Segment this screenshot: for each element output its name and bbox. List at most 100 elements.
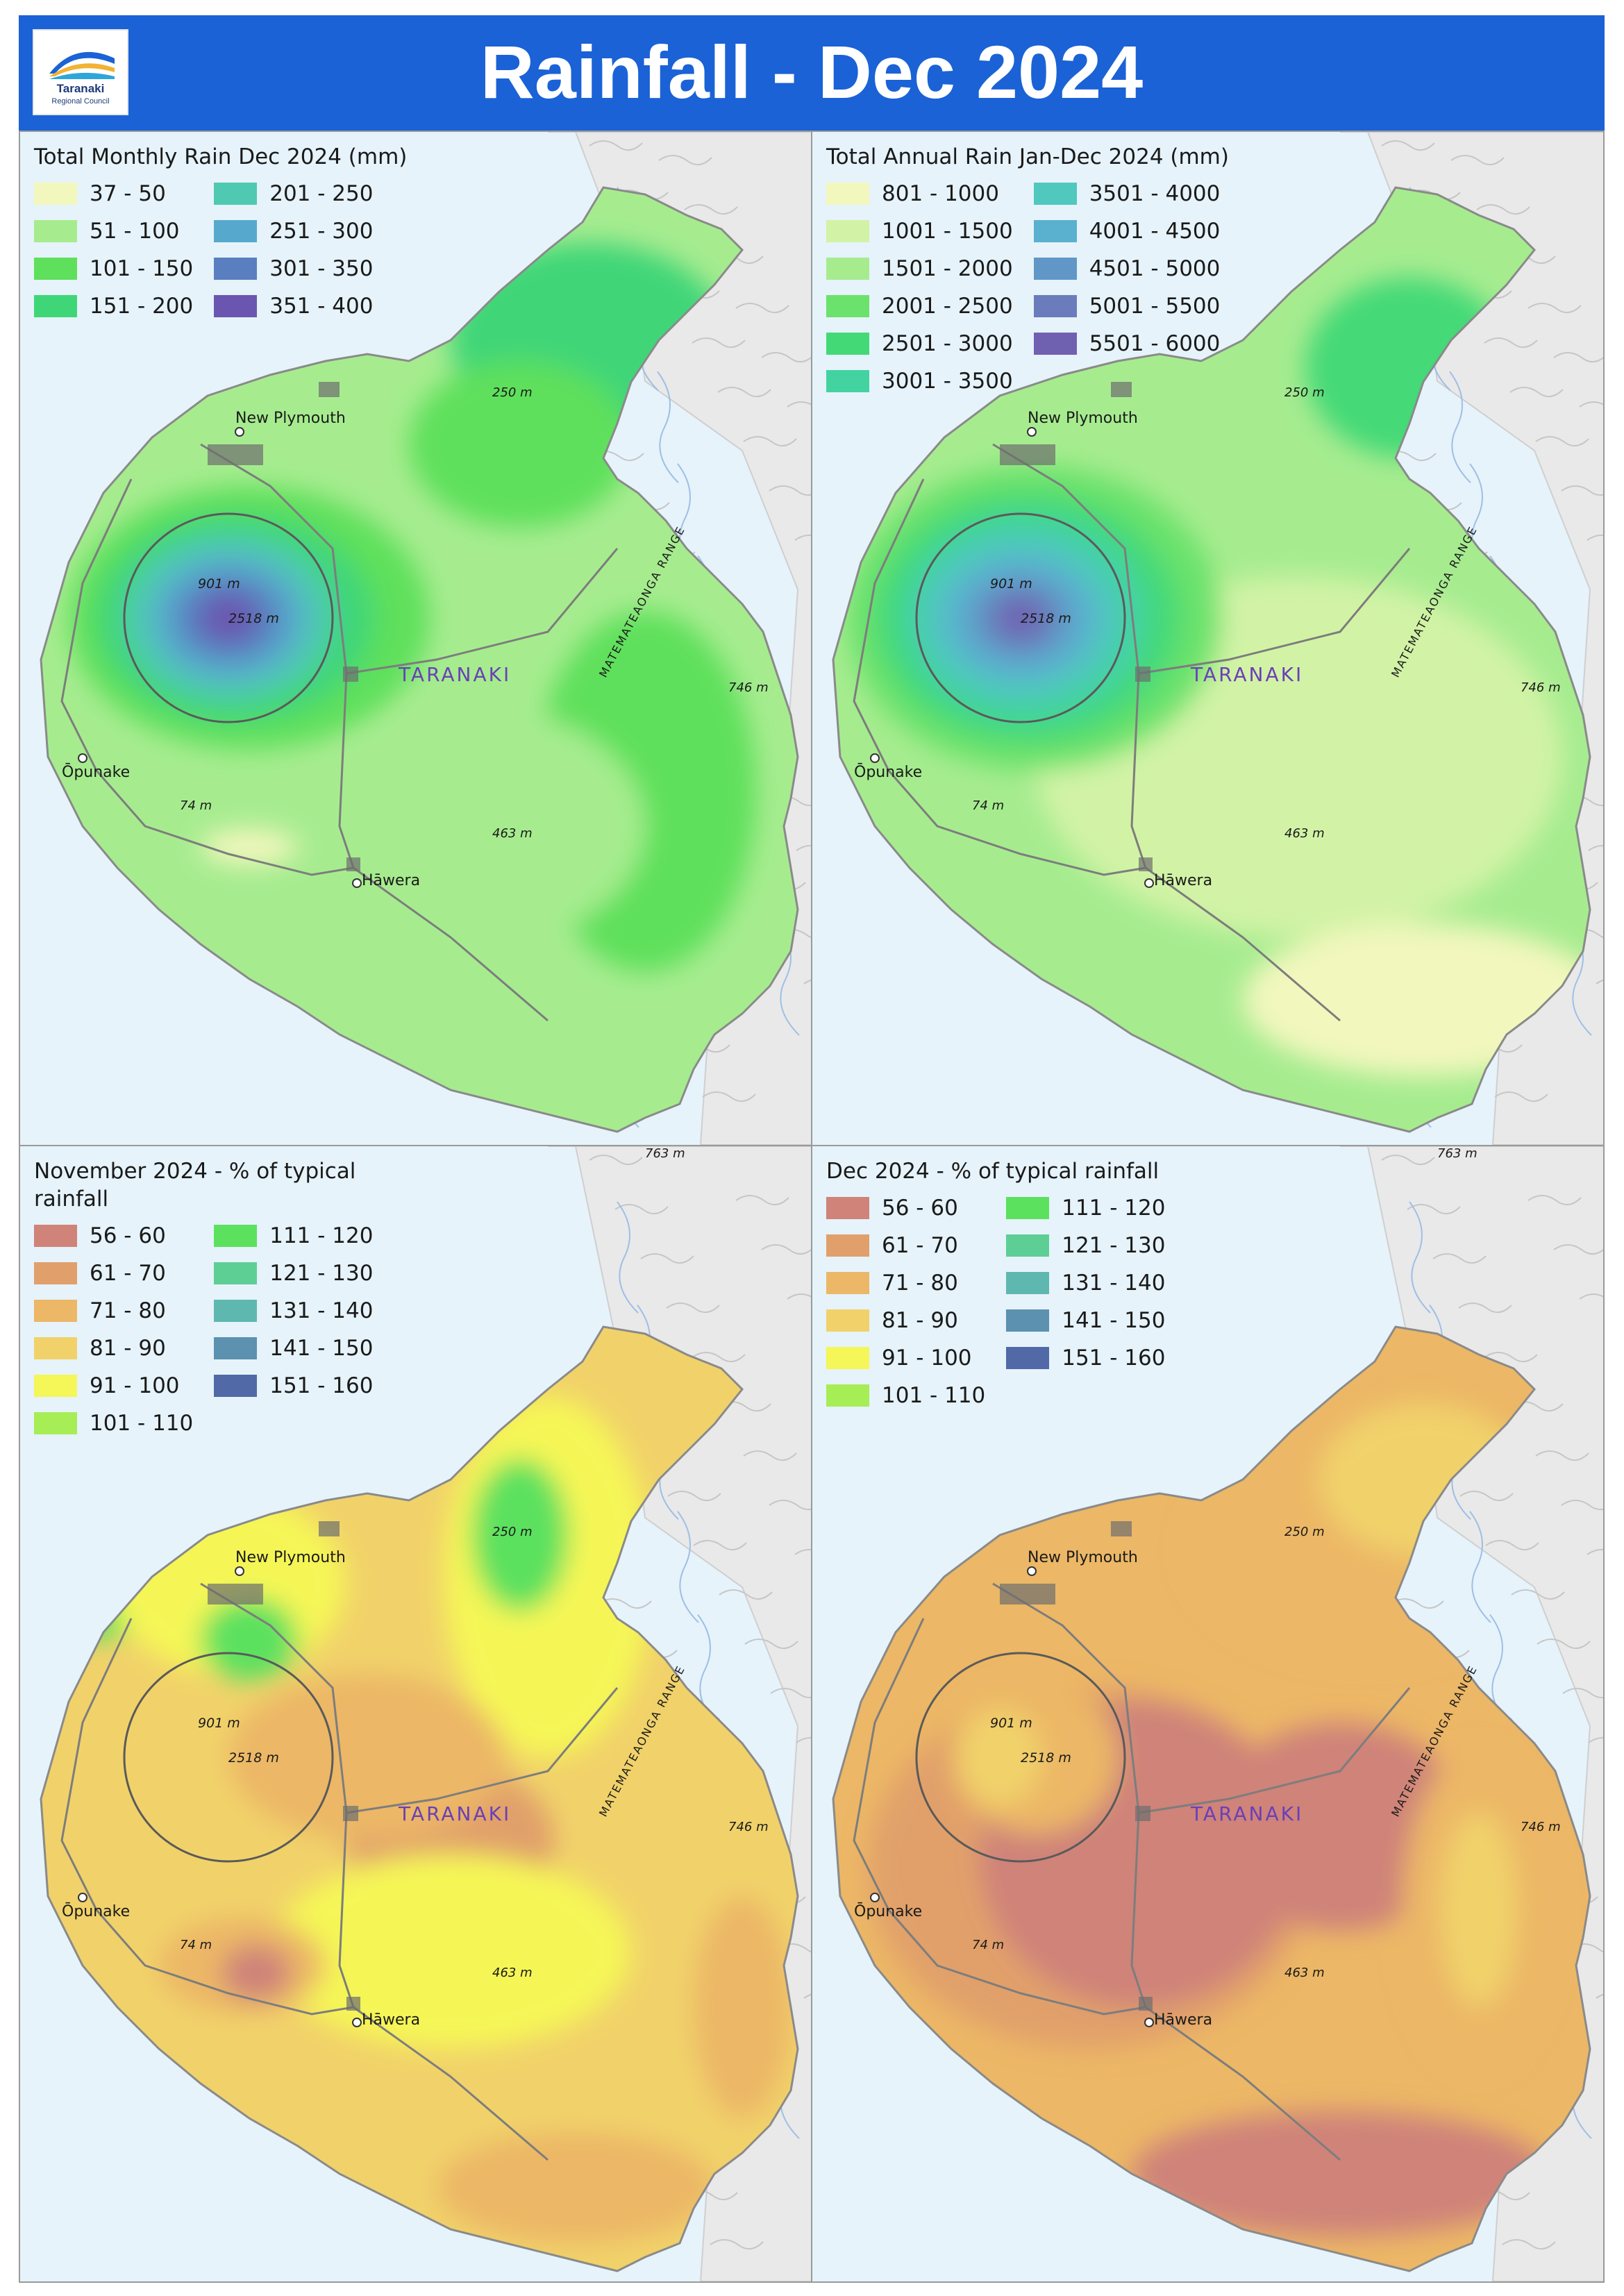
roads: [60, 443, 619, 1022]
legend-label: 101 - 150: [90, 256, 194, 281]
legend-swatch: [1006, 1197, 1050, 1219]
legend-label: 81 - 90: [90, 1336, 166, 1361]
legend-item: 5001 - 5500: [1033, 287, 1221, 325]
legend-swatch: [1033, 258, 1077, 280]
logo-subtitle: Regional Council: [51, 97, 110, 106]
legend-swatch: [34, 258, 77, 280]
town-marker: [78, 753, 87, 763]
contour-zone: [471, 1459, 569, 1611]
legend-swatch: [1033, 333, 1077, 355]
legend-item: 251 - 300: [214, 212, 373, 250]
legend-item: 61 - 70: [34, 1255, 193, 1292]
legend-label: 1501 - 2000: [882, 256, 1013, 281]
legend-item: 151 - 160: [1006, 1339, 1165, 1377]
contour-zone: [409, 361, 631, 528]
legend-label: 61 - 70: [90, 1261, 166, 1286]
town-marker: [1144, 878, 1154, 888]
legend-item: 71 - 80: [34, 1292, 193, 1330]
contour-zone: [1001, 601, 1040, 635]
legend-label: 111 - 120: [1062, 1196, 1166, 1221]
legend-swatch: [34, 1300, 77, 1322]
legend-item: 1001 - 1500: [826, 212, 1013, 250]
legend-item: 151 - 160: [214, 1367, 373, 1405]
coastline: [40, 1325, 799, 2272]
legend-label: 121 - 130: [1062, 1233, 1166, 1258]
legend-swatch: [826, 1234, 869, 1257]
opunake-label: Ōpunake: [854, 764, 923, 781]
national-park-boundary: [915, 1652, 1126, 1863]
legend-swatch: [34, 220, 77, 242]
legend-label: 1001 - 1500: [882, 219, 1013, 244]
legend-swatch: [214, 183, 258, 205]
legend-label: 5001 - 5500: [1089, 294, 1221, 319]
elevation-901-label: 901 m: [990, 1716, 1032, 1731]
legend-label: 61 - 70: [882, 1233, 958, 1258]
legend-label: 71 - 80: [90, 1298, 166, 1323]
rainfall-surface: [833, 1327, 1590, 2271]
legend-title: Total Monthly Rain Dec 2024 (mm): [34, 144, 408, 169]
elevation-250-label: 250 m: [492, 385, 533, 400]
legend-item: 71 - 80: [826, 1264, 985, 1302]
legend-swatch: [1006, 1234, 1050, 1257]
legend-item: 111 - 120: [1006, 1189, 1165, 1227]
rainfall-surface: [41, 1327, 798, 2271]
elevation-463-label: 463 m: [1284, 1966, 1325, 1980]
roads: [853, 1582, 1411, 2161]
elevation-746-label: 746 m: [728, 680, 769, 695]
map-legend: Total Annual Rain Jan-Dec 2024 (mm) 801 -…: [826, 143, 1229, 400]
elevation-763-label: 763 m: [645, 1146, 685, 1161]
urban-areas: [208, 382, 360, 871]
legend-label: 91 - 100: [882, 1346, 972, 1371]
legend-label: 101 - 110: [90, 1411, 194, 1436]
legend-label: 51 - 100: [90, 219, 180, 244]
legend-item: 37 - 50: [34, 175, 193, 212]
map-canvas: [40, 1146, 811, 2281]
national-park-boundary: [123, 512, 334, 723]
map-panel-annual-rain: New Plymouth Ōpunake Hāwera TARANAKI 250 m 74…: [811, 131, 1605, 1146]
legend-swatch: [34, 1375, 77, 1397]
contour-zone: [1441, 1813, 1517, 2007]
town-marker: [235, 427, 244, 437]
legend-label: 5501 - 6000: [1089, 331, 1221, 356]
elevation-746-label: 746 m: [728, 1820, 769, 1834]
new-plymouth-label: New Plymouth: [1028, 1549, 1138, 1566]
legend-item: 2001 - 2500: [826, 287, 1013, 325]
legend-item: 351 - 400: [214, 287, 373, 325]
legend-title: Dec 2024 - % of typical rainfall: [826, 1159, 1160, 1184]
legend-swatch: [214, 1262, 258, 1284]
legend-item: 3501 - 4000: [1033, 175, 1220, 212]
legend-item: 91 - 100: [34, 1367, 193, 1405]
contour-zone: [201, 594, 256, 642]
map-legend: Total Monthly Rain Dec 2024 (mm) 37 - 50 5…: [34, 143, 407, 325]
new-plymouth-label: New Plymouth: [235, 1549, 346, 1566]
page-title: Rainfall - Dec 2024: [480, 30, 1144, 114]
elevation-901-label: 901 m: [198, 1716, 240, 1731]
legend-label: 37 - 50: [90, 181, 166, 206]
legend-swatch: [826, 1309, 869, 1332]
map-legend: Dec 2024 - % of typical rainfall 56 - 60 6…: [826, 1157, 1165, 1414]
legend-item: 101 - 110: [34, 1405, 193, 1442]
region-label: TARANAKI: [399, 1802, 512, 1825]
town-marker: [78, 1893, 87, 1902]
legend-swatch: [214, 1337, 258, 1359]
legend-swatch: [214, 1300, 258, 1322]
urban-areas: [1000, 1521, 1153, 2011]
town-marker: [870, 753, 880, 763]
legend-item: 3001 - 3500: [826, 362, 1013, 400]
legend-label: 121 - 130: [269, 1261, 374, 1286]
elevation-250-label: 250 m: [1284, 385, 1325, 400]
legend-swatch: [1033, 183, 1077, 205]
logo-waves-icon: [49, 51, 115, 79]
legend-swatch: [34, 1337, 77, 1359]
town-marker: [352, 878, 362, 888]
legend-title: November 2024 - % of typical rainfall: [34, 1159, 356, 1212]
legend-label: 201 - 250: [269, 181, 374, 206]
legend-swatch: [826, 220, 869, 242]
legend-item: 121 - 130: [1006, 1227, 1165, 1264]
legend-swatch: [826, 258, 869, 280]
legend-swatch: [826, 1347, 869, 1369]
legend-swatch: [1006, 1309, 1050, 1332]
legend-item: 201 - 250: [214, 175, 373, 212]
logo-name: Taranaki: [56, 82, 105, 95]
legend-label: 4501 - 5000: [1089, 256, 1221, 281]
